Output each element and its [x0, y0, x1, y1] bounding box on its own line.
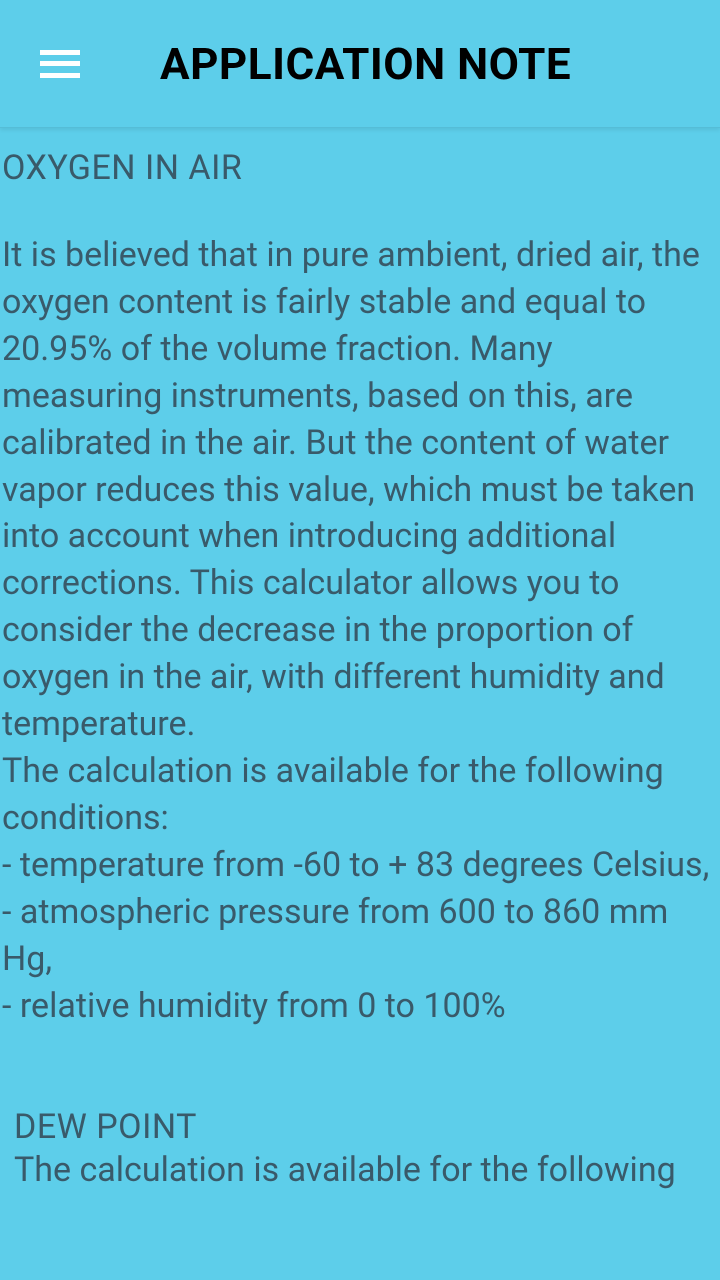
section-body-oxygen: It is believed that in pure ambient, dri…	[0, 232, 720, 1029]
page-title: APPLICATION NOTE	[160, 38, 571, 90]
section-title-oxygen: OXYGEN IN AIR	[0, 148, 720, 188]
hamburger-line	[40, 73, 80, 78]
hamburger-line	[40, 61, 80, 66]
hamburger-menu-icon[interactable]	[40, 50, 80, 78]
section-title-dewpoint: DEW POINT	[0, 1107, 720, 1147]
section-body-dewpoint: The calculation is available for the fol…	[0, 1147, 720, 1194]
app-header: APPLICATION NOTE	[0, 0, 720, 128]
hamburger-line	[40, 50, 80, 55]
content-area[interactable]: OXYGEN IN AIR It is believed that in pur…	[0, 128, 720, 1194]
